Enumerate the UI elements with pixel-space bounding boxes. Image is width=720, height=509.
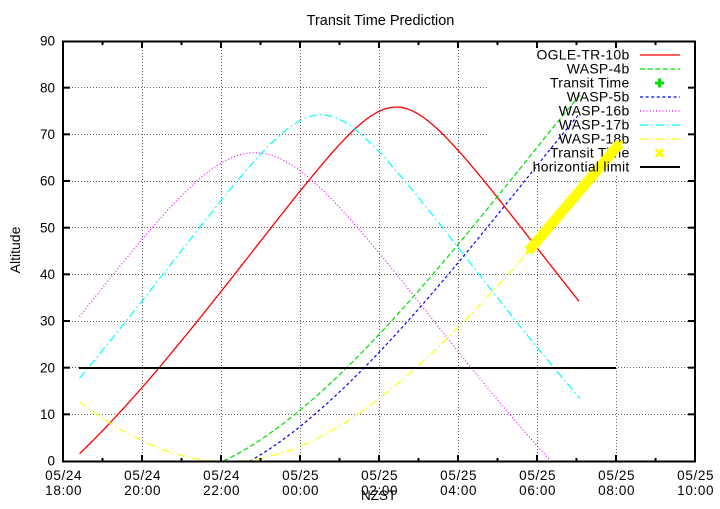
svg-text:18:00: 18:00 bbox=[45, 483, 82, 498]
svg-text:05/25: 05/25 bbox=[519, 468, 556, 483]
svg-text:05/25: 05/25 bbox=[677, 468, 714, 483]
svg-text:05/24: 05/24 bbox=[45, 468, 82, 483]
svg-text:05/25: 05/25 bbox=[598, 468, 635, 483]
svg-text:70: 70 bbox=[40, 127, 55, 142]
svg-text:WASP-4b: WASP-4b bbox=[567, 61, 630, 77]
svg-text:10: 10 bbox=[40, 407, 55, 422]
svg-text:05/25: 05/25 bbox=[282, 468, 319, 483]
svg-text:20: 20 bbox=[40, 360, 55, 375]
svg-text:Transit Time: Transit Time bbox=[550, 75, 630, 91]
svg-text:06:00: 06:00 bbox=[519, 483, 556, 498]
svg-text:50: 50 bbox=[40, 220, 55, 235]
svg-text:05/24: 05/24 bbox=[203, 468, 240, 483]
svg-text:30: 30 bbox=[40, 314, 55, 329]
svg-text:90: 90 bbox=[40, 34, 55, 49]
svg-text:40: 40 bbox=[40, 267, 55, 282]
svg-text:02:00: 02:00 bbox=[361, 483, 398, 498]
svg-text:OGLE-TR-10b: OGLE-TR-10b bbox=[537, 47, 630, 63]
svg-text:60: 60 bbox=[40, 174, 55, 189]
svg-text:0: 0 bbox=[47, 454, 55, 469]
svg-text:Altitude: Altitude bbox=[7, 226, 23, 273]
svg-text:08:00: 08:00 bbox=[598, 483, 635, 498]
svg-text:05/25: 05/25 bbox=[440, 468, 477, 483]
svg-text:WASP-18b: WASP-18b bbox=[559, 131, 630, 147]
svg-text:10:00: 10:00 bbox=[677, 483, 714, 498]
svg-text:20:00: 20:00 bbox=[124, 483, 161, 498]
svg-text:Transit Time Prediction: Transit Time Prediction bbox=[307, 13, 455, 29]
svg-text:00:00: 00:00 bbox=[282, 483, 319, 498]
svg-text:WASP-17b: WASP-17b bbox=[559, 117, 630, 133]
svg-text:05/25: 05/25 bbox=[361, 468, 398, 483]
svg-text:04:00: 04:00 bbox=[440, 483, 477, 498]
svg-text:80: 80 bbox=[40, 80, 55, 95]
svg-text:WASP-16b: WASP-16b bbox=[559, 103, 630, 119]
svg-text:NZST: NZST bbox=[361, 488, 396, 503]
svg-text:05/24: 05/24 bbox=[124, 468, 161, 483]
svg-text:WASP-5b: WASP-5b bbox=[567, 89, 630, 105]
svg-text:22:00: 22:00 bbox=[203, 483, 240, 498]
svg-text:horizontial limit: horizontial limit bbox=[533, 159, 630, 175]
